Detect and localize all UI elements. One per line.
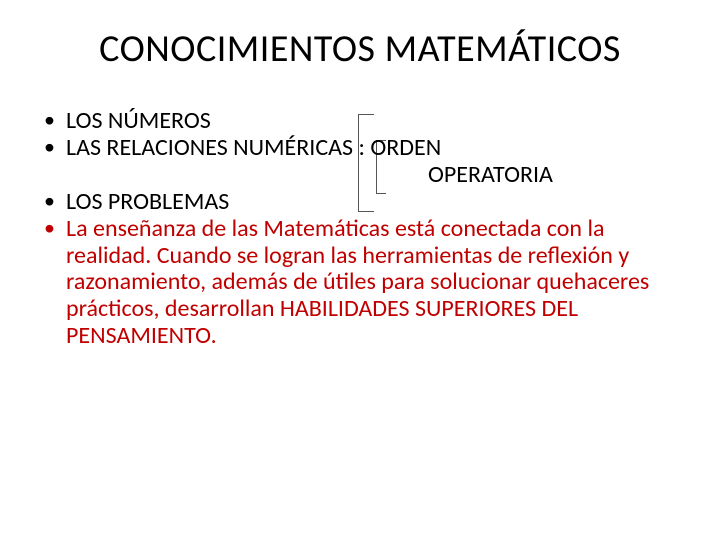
option-orden: ORDEN <box>370 133 441 162</box>
slide-title: CONOCIMIENTOS MATEMÁTICOS <box>42 26 678 72</box>
option-operatoria: OPERATORIA <box>428 162 553 189</box>
bullet-item: LOS PROBLEMAS <box>42 189 678 216</box>
bullet-item: LOS NÚMEROS <box>42 108 678 135</box>
slide: CONOCIMIENTOS MATEMÁTICOS LOS NÚMEROS LA… <box>0 0 720 540</box>
bullet-list: LOS NÚMEROS LAS RELACIONES NUMÉRICAS : O… <box>42 108 678 350</box>
bullet-text: LOS PROBLEMAS <box>66 187 229 216</box>
bullet-item-highlight: La enseñanza de las Matemáticas está con… <box>42 216 678 350</box>
bullet-text: La enseñanza de las Matemáticas está con… <box>66 214 649 351</box>
bullet-text: LAS RELACIONES NUMÉRICAS : <box>66 133 365 162</box>
bullet-text: LOS NÚMEROS <box>66 106 211 135</box>
bullet-item: LAS RELACIONES NUMÉRICAS : ORDEN OPERATO… <box>42 135 678 162</box>
